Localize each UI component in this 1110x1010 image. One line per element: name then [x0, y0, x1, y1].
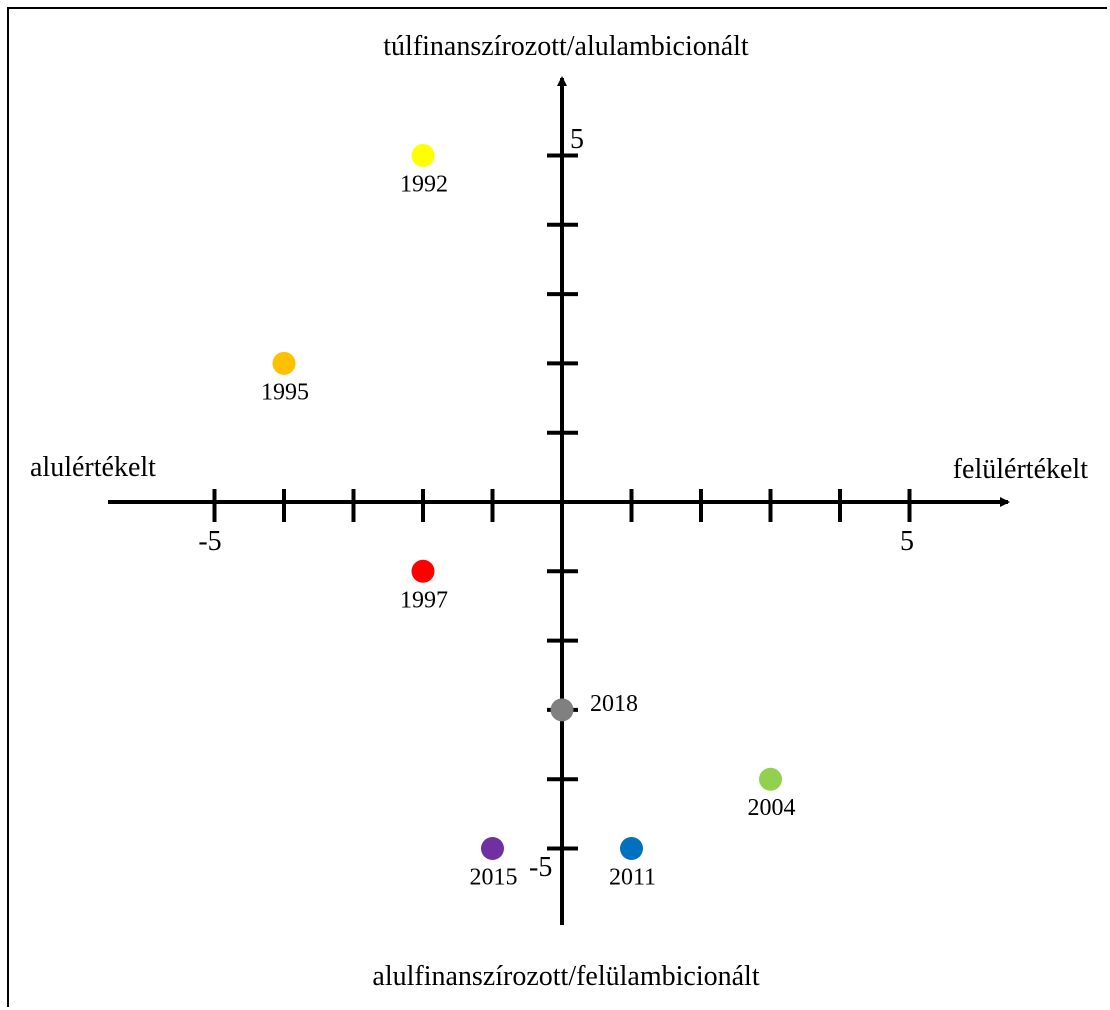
- data-point-label-2004: 2004: [748, 795, 796, 821]
- data-point-label-2018: 2018: [590, 691, 638, 717]
- data-point-label-1997: 1997: [400, 587, 448, 613]
- y-tick-label-min: -5: [529, 852, 552, 883]
- data-point-1997: [411, 559, 435, 583]
- data-point-label-1992: 1992: [400, 172, 448, 198]
- figure-frame: [7, 7, 1107, 1007]
- data-point-label-2015: 2015: [470, 865, 518, 891]
- data-points: 1992 1995 1997 2018 2004 2015 2011: [261, 144, 796, 891]
- x-axis-right-label: felülértékelt: [953, 454, 1088, 485]
- data-point-2004: [759, 767, 782, 791]
- x-tick-label-max: 5: [900, 526, 914, 557]
- data-point-2015: [481, 837, 504, 860]
- y-axis-top-label: túlfinanszírozott/alulambicionált: [383, 31, 749, 62]
- data-point-1992: [411, 144, 435, 167]
- x-axis-left-label: alulértékelt: [30, 452, 156, 483]
- data-point-1995: [272, 351, 296, 375]
- axis-ticks: [212, 153, 912, 851]
- data-point-label-1995: 1995: [261, 379, 309, 405]
- y-axis-bottom-label: alulfinanszírozott/felülambicionált: [372, 961, 759, 992]
- x-tick-label-min: -5: [198, 526, 221, 557]
- y-tick-label-max: 5: [570, 124, 584, 155]
- data-point-2011: [620, 837, 643, 860]
- data-point-label-2011: 2011: [609, 865, 656, 891]
- data-point-2018: [550, 698, 574, 722]
